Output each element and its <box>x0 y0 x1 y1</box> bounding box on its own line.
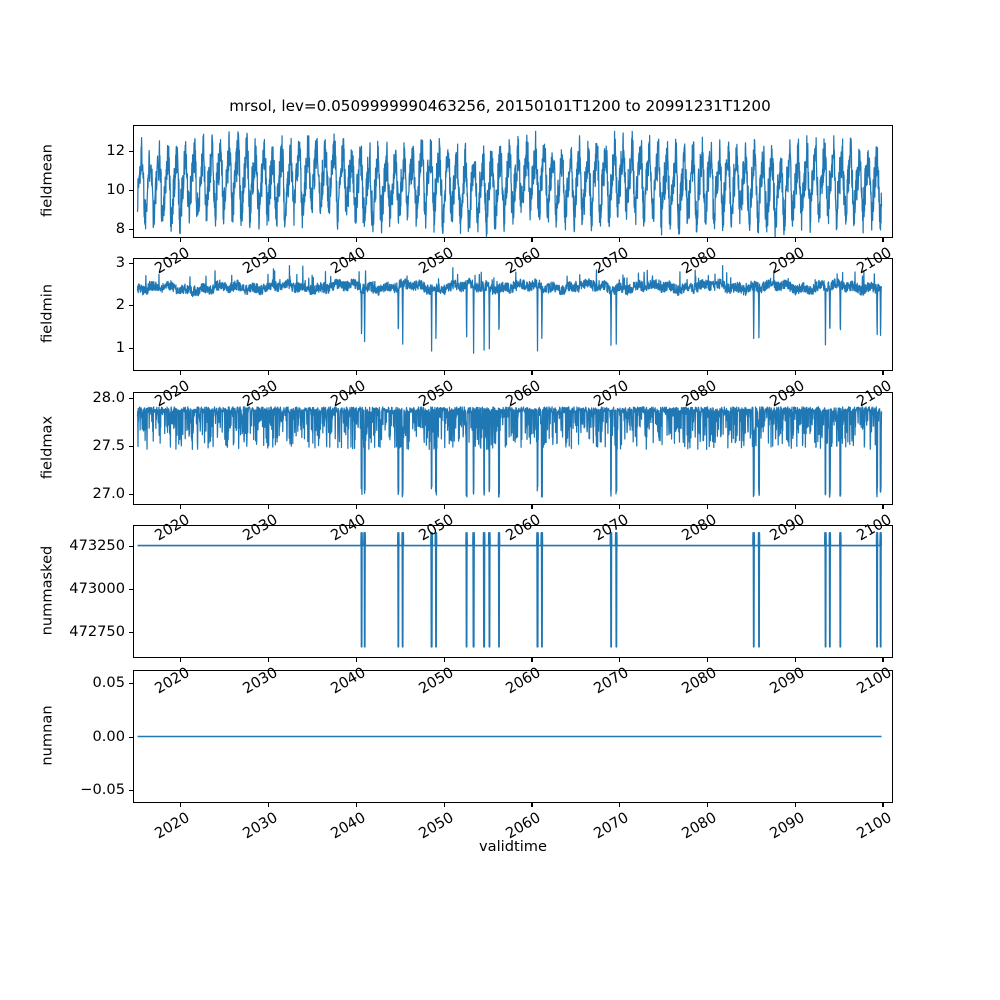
subplot-fieldmin <box>133 258 893 371</box>
x-tick-mark <box>443 803 445 808</box>
y-tick-mark <box>128 790 133 792</box>
x-tick-mark <box>706 803 709 808</box>
y-tick-mark <box>128 682 133 684</box>
x-tick-mark <box>619 505 621 510</box>
x-tick-mark <box>355 371 357 376</box>
y-tick-mark <box>128 493 133 495</box>
x-tick-mark <box>706 371 709 376</box>
y-tick-label: −0.05 <box>80 781 125 799</box>
x-tick-mark <box>882 371 884 376</box>
y-tick-mark <box>128 588 133 590</box>
x-tick-mark <box>794 238 796 243</box>
y-tick-mark <box>128 445 133 447</box>
x-tick-mark <box>794 658 796 663</box>
x-tick-mark <box>180 238 182 243</box>
x-tick-mark <box>794 371 796 376</box>
figure-title: mrsol, lev=0.0509999990463256, 20150101T… <box>229 97 771 115</box>
subplot-numnan <box>133 670 893 803</box>
y-tick-label: 473000 <box>69 579 125 597</box>
x-tick-mark <box>619 803 621 808</box>
x-tick-mark <box>531 505 533 510</box>
y-tick-label: 2 <box>115 296 125 314</box>
y-tick-mark <box>128 545 133 547</box>
x-tick-mark <box>355 803 357 808</box>
x-tick-mark <box>794 505 796 510</box>
x-tick-mark <box>619 238 621 243</box>
x-tick-mark <box>268 505 270 510</box>
x-tick-mark <box>531 371 533 376</box>
y-tick-mark <box>128 736 133 738</box>
y-tick-mark <box>128 229 133 231</box>
x-tick-mark <box>355 238 357 243</box>
x-tick-mark <box>882 658 884 663</box>
x-tick-mark <box>180 658 182 663</box>
x-tick-mark <box>443 238 445 243</box>
subplot-fieldmax <box>133 392 893 505</box>
x-tick-mark <box>706 658 709 663</box>
y-tick-label: 0.05 <box>92 673 126 691</box>
x-tick-mark <box>619 658 621 663</box>
y-tick-label: 8 <box>115 220 125 238</box>
y-tick-label: 473250 <box>69 536 125 554</box>
x-tick-mark <box>268 658 270 663</box>
y-tick-label: 1 <box>115 338 125 356</box>
y-tick-mark <box>128 397 133 399</box>
x-tick-mark <box>180 371 182 376</box>
y-tick-mark <box>128 632 133 634</box>
x-tick-mark <box>268 803 270 808</box>
x-tick-mark <box>531 658 533 663</box>
x-tick-mark <box>180 803 182 808</box>
x-tick-mark <box>794 803 796 808</box>
x-tick-mark <box>443 371 445 376</box>
series-line-fieldmax <box>138 407 882 497</box>
y-tick-label: 0.00 <box>92 727 126 745</box>
series-line-fieldmean <box>138 131 882 237</box>
x-tick-mark <box>706 505 709 510</box>
y-tick-label: 27.0 <box>92 484 126 502</box>
x-tick-mark <box>882 803 884 808</box>
x-tick-mark <box>531 803 533 808</box>
y-tick-label: 12 <box>106 142 125 160</box>
y-tick-label: 27.5 <box>92 436 126 454</box>
x-tick-mark <box>706 238 709 243</box>
y-tick-mark <box>128 190 133 192</box>
y-tick-label: 10 <box>106 181 125 199</box>
x-axis-label: validtime <box>479 838 547 855</box>
x-tick-mark <box>882 238 884 243</box>
x-tick-mark <box>268 371 270 376</box>
y-tick-mark <box>128 347 133 349</box>
x-tick-mark <box>882 505 884 510</box>
y-tick-label: 472750 <box>69 623 125 641</box>
x-tick-mark <box>443 658 445 663</box>
series-line-nummasked <box>138 533 882 647</box>
x-tick-mark <box>355 658 357 663</box>
x-tick-mark <box>531 238 533 243</box>
x-tick-mark <box>443 505 445 510</box>
subplot-nummasked <box>133 525 893 658</box>
x-tick-mark <box>268 238 270 243</box>
y-tick-mark <box>128 305 133 307</box>
y-tick-label: 3 <box>115 254 125 272</box>
subplot-fieldmean <box>133 125 893 238</box>
x-tick-mark <box>619 371 621 376</box>
x-tick-mark <box>355 505 357 510</box>
y-tick-mark <box>128 263 133 265</box>
x-tick-mark <box>180 505 182 510</box>
y-tick-mark <box>128 151 133 153</box>
series-line-fieldmin <box>138 266 882 354</box>
y-tick-label: 28.0 <box>92 388 126 406</box>
